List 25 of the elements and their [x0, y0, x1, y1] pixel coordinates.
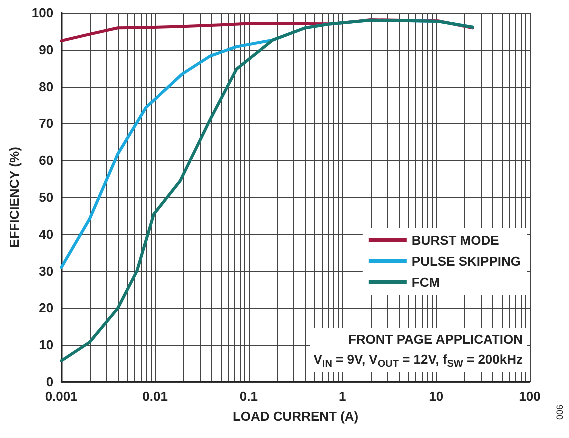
annotation: V$_{IN}$ = 9V, V$_{OUT}$ = 12V, f$_{SW}$ = 200kHz: [314, 351, 523, 370]
x-tick-label: 0.1: [240, 389, 258, 404]
x-tick-label: 0.01: [142, 389, 168, 404]
annotation: FRONT PAGE APPLICATION: [347, 331, 523, 349]
legend-label: BURST MODE: [412, 233, 500, 248]
y-tick-label: 0: [46, 374, 54, 390]
y-tick-label: 20: [39, 300, 54, 316]
y-tick-label: 70: [39, 116, 54, 132]
y-tick-label: 100: [32, 6, 54, 20]
x-tick-label: 1: [339, 389, 346, 404]
y-tick-label: 40: [39, 226, 54, 242]
text: 006: [555, 405, 565, 420]
y-tick-label: 50: [39, 190, 54, 205]
legend-label: PULSE SKIPPING: [412, 254, 521, 269]
y-tick-label: 90: [39, 42, 54, 58]
x-tick-label: 0.001: [45, 389, 78, 404]
y-tick-label: 10: [39, 338, 54, 353]
x-tick-label: 100: [519, 389, 541, 404]
x-axis-title: LOAD CURRENT (A): [232, 409, 359, 424]
y-tick-label: 60: [39, 153, 54, 168]
legend-label: FCM: [412, 275, 440, 290]
y-axis-title: EFFICIENCY (%): [7, 147, 22, 248]
x-tick-label: 10: [429, 389, 444, 404]
y-tick-label: 30: [39, 264, 54, 279]
y-tick-label: 80: [39, 79, 54, 94]
